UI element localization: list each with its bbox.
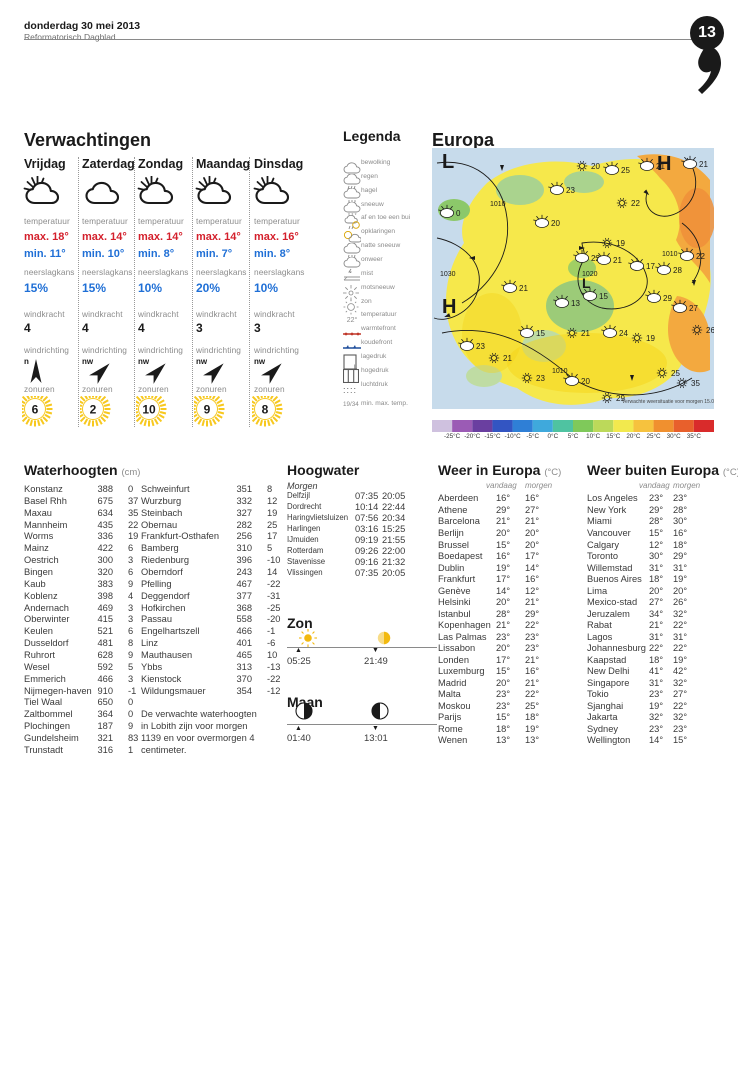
svg-text:6: 6: [32, 403, 39, 417]
svg-text:22: 22: [631, 199, 640, 208]
svg-text:35: 35: [691, 379, 700, 388]
svg-text:9: 9: [204, 403, 211, 417]
svg-text:21: 21: [656, 162, 665, 171]
svg-text:8: 8: [262, 403, 269, 417]
svg-text:21: 21: [581, 329, 590, 338]
svg-text:28: 28: [673, 266, 682, 275]
svg-text:25: 25: [671, 369, 680, 378]
svg-text:21: 21: [503, 354, 512, 363]
svg-text:22: 22: [696, 252, 705, 261]
svg-text:H: H: [442, 296, 456, 318]
svg-text:15: 15: [599, 292, 608, 301]
svg-text:13: 13: [571, 299, 580, 308]
svg-text:1010: 1010: [490, 201, 506, 208]
svg-text:1030: 1030: [440, 271, 456, 278]
svg-text:21: 21: [519, 284, 528, 293]
svg-text:2: 2: [90, 403, 97, 417]
svg-text:19: 19: [646, 334, 655, 343]
svg-text:29: 29: [663, 294, 672, 303]
svg-text:21: 21: [699, 160, 708, 169]
svg-text:1010: 1010: [552, 368, 568, 375]
svg-text:19: 19: [616, 239, 625, 248]
svg-text:0: 0: [456, 209, 461, 218]
svg-text:Verwachte weersituatie voor mo: Verwachte weersituatie voor morgen 15.00…: [622, 399, 714, 405]
svg-text:23: 23: [476, 342, 485, 351]
svg-text:25: 25: [621, 166, 630, 175]
svg-text:17: 17: [646, 262, 655, 271]
svg-text:21: 21: [613, 256, 622, 265]
svg-text:1010: 1010: [662, 251, 678, 258]
svg-text:24: 24: [619, 329, 628, 338]
svg-text:27: 27: [689, 304, 698, 313]
svg-text:23: 23: [536, 374, 545, 383]
svg-text:26: 26: [706, 326, 714, 335]
svg-text:L: L: [442, 151, 454, 173]
svg-text:20: 20: [591, 162, 600, 171]
svg-text:23: 23: [566, 186, 575, 195]
svg-text:20: 20: [551, 219, 560, 228]
svg-text:15: 15: [536, 329, 545, 338]
svg-text:10: 10: [142, 403, 156, 417]
svg-text:20: 20: [581, 377, 590, 386]
